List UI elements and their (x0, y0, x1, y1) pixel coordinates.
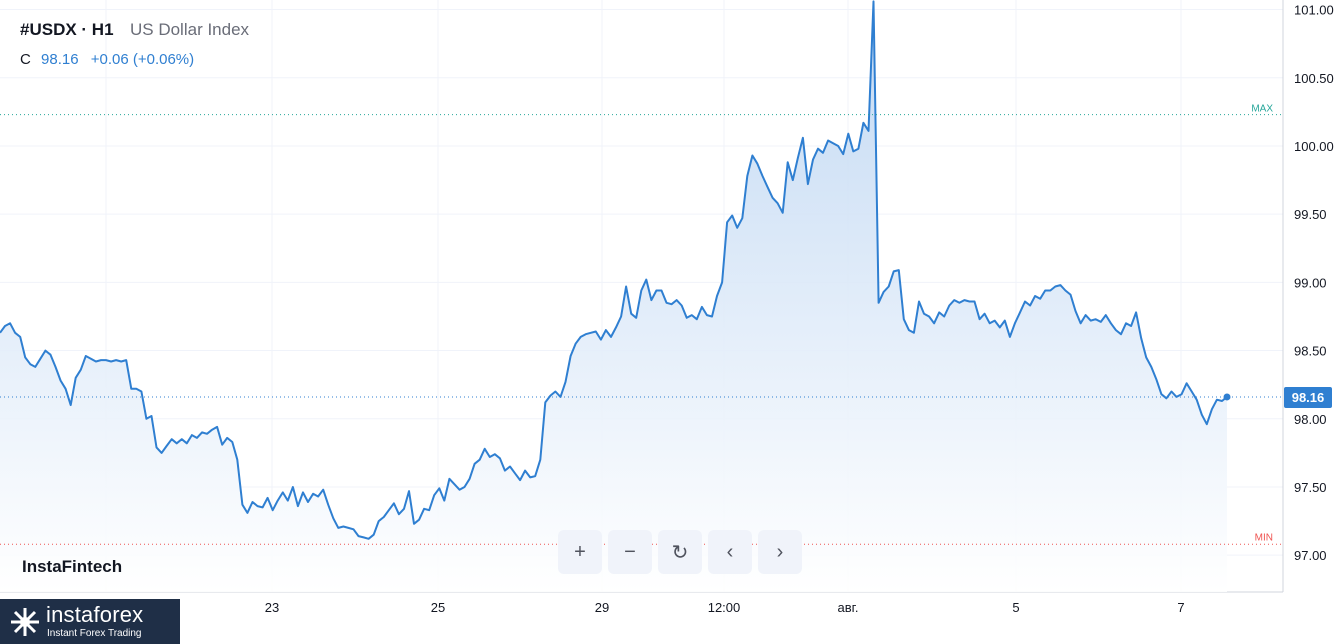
scroll-back-button[interactable]: ‹ (708, 530, 752, 574)
x-tick-label: 12:00 (708, 600, 741, 615)
y-tick-label: 100.00 (1294, 139, 1334, 154)
brand-watermark: InstaFintech (22, 557, 123, 576)
chart-toolbar: + − ↻ ‹ › (558, 530, 802, 574)
max-label: MAX (1251, 104, 1273, 115)
zoom-out-button[interactable]: − (608, 530, 652, 574)
y-tick-label: 97.00 (1294, 548, 1327, 563)
scroll-forward-button[interactable]: › (758, 530, 802, 574)
minus-icon: − (624, 540, 636, 563)
y-tick-label: 99.00 (1294, 275, 1327, 290)
x-tick-label: авг. (838, 600, 859, 615)
x-tick-label: 23 (265, 600, 279, 615)
x-tick-label: 5 (1012, 600, 1019, 615)
y-tick-label: 100.50 (1294, 71, 1334, 86)
chevron-left-icon: ‹ (726, 540, 734, 563)
close-label: C (20, 51, 31, 68)
logo-icon (11, 608, 39, 636)
zoom-in-button[interactable]: + (558, 530, 602, 574)
logo-name: instaforex (46, 602, 144, 627)
instaforex-logo: instaforex Instant Forex Trading (0, 599, 180, 644)
series-area (0, 1, 1227, 592)
symbol-label: #USDX · H1 (20, 20, 114, 39)
reset-icon: ↻ (671, 541, 689, 564)
change-value: +0.06 (+0.06%) (90, 51, 195, 68)
x-tick-label: 7 (1177, 600, 1184, 615)
last-point (1223, 393, 1231, 401)
ohlc-row: C 98.16 +0.06 (+0.06%) (20, 51, 202, 68)
y-tick-label: 99.50 (1294, 207, 1327, 222)
x-tick-label: 25 (431, 600, 445, 615)
y-tick-label: 97.50 (1294, 480, 1327, 495)
series-line (0, 0, 1228, 540)
chevron-right-icon: › (776, 540, 784, 563)
legend: #USDX · H1 US Dollar Index (20, 20, 249, 40)
y-tick-label: 98.00 (1294, 412, 1327, 427)
y-tick-label: 98.50 (1294, 344, 1327, 359)
instrument-name: US Dollar Index (129, 20, 250, 39)
last-price-tag: 98.16 (1284, 386, 1332, 408)
plus-icon: + (574, 540, 586, 563)
y-tick-label: 101.00 (1294, 3, 1334, 18)
close-value: 98.16 (41, 51, 79, 68)
logo-tagline: Instant Forex Trading (47, 628, 142, 639)
x-tick-label: 29 (595, 600, 609, 615)
min-label: MIN (1255, 532, 1273, 543)
reset-button[interactable]: ↻ (658, 530, 702, 574)
